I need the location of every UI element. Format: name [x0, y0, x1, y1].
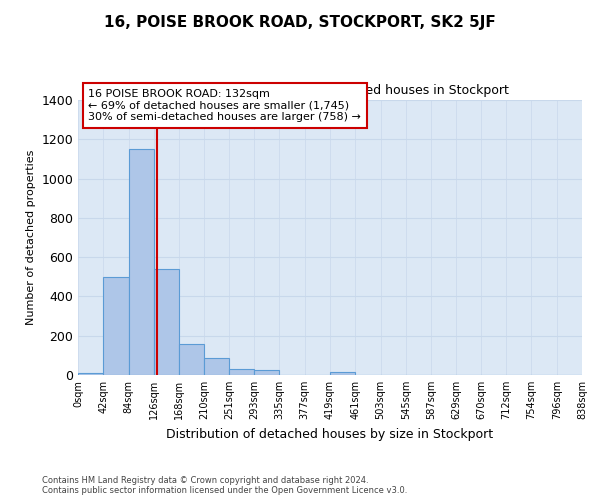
- Text: Contains HM Land Registry data © Crown copyright and database right 2024.
Contai: Contains HM Land Registry data © Crown c…: [42, 476, 407, 495]
- Bar: [254, 370, 280, 375]
- Text: 16 POISE BROOK ROAD: 132sqm
← 69% of detached houses are smaller (1,745)
30% of : 16 POISE BROOK ROAD: 132sqm ← 69% of det…: [88, 89, 361, 122]
- X-axis label: Distribution of detached houses by size in Stockport: Distribution of detached houses by size …: [166, 428, 494, 440]
- Bar: [154, 269, 179, 375]
- Text: 16, POISE BROOK ROAD, STOCKPORT, SK2 5JF: 16, POISE BROOK ROAD, STOCKPORT, SK2 5JF: [104, 15, 496, 30]
- Bar: [103, 277, 128, 375]
- Bar: [205, 358, 229, 375]
- Y-axis label: Number of detached properties: Number of detached properties: [26, 150, 36, 325]
- Title: Size of property relative to detached houses in Stockport: Size of property relative to detached ho…: [151, 84, 509, 98]
- Bar: [179, 344, 205, 375]
- Bar: [229, 369, 254, 375]
- Bar: [128, 149, 154, 375]
- Bar: [78, 373, 103, 375]
- Bar: [330, 372, 355, 375]
